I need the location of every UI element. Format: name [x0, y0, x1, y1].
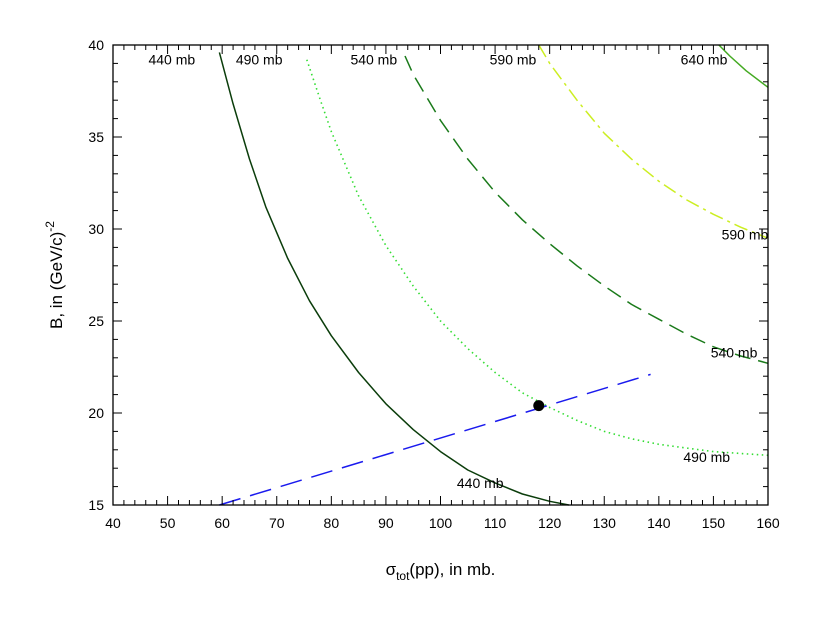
- x-axis-symbol: σ: [386, 560, 397, 579]
- series-line-640-mb: [718, 44, 769, 88]
- x-tick-label: 60: [214, 515, 230, 531]
- x-axis-rest: (pp), in mb.: [409, 560, 495, 579]
- curve-label: 490 mb: [683, 449, 730, 465]
- y-axis-superscript: -2: [43, 221, 57, 232]
- x-tick-label: 90: [378, 515, 394, 531]
- y-tick-label: 20: [88, 405, 104, 421]
- x-tick-label: 80: [324, 515, 340, 531]
- series-line-440-mb: [218, 52, 569, 506]
- curve-label: 590 mb: [722, 227, 769, 243]
- curve-label: 640 mb: [681, 52, 728, 68]
- plot-frame: [112, 44, 769, 506]
- curve-label: 540 mb: [711, 344, 758, 360]
- y-tick-label: 15: [88, 497, 104, 513]
- series-line-540-mb: [404, 55, 769, 365]
- series-line-490-mb: [306, 59, 769, 457]
- y-tick-label: 25: [88, 313, 104, 329]
- y-tick-label: 35: [88, 129, 104, 145]
- labels-group: 40 50 60 70 80 90 100 110 120 130 140 150 160 15 20 25 3…: [43, 37, 780, 583]
- series-line-fit: [219, 373, 651, 506]
- curve-label: 590 mb: [490, 52, 537, 68]
- x-tick-label: 130: [593, 515, 617, 531]
- x-axis-subscript: tot: [396, 569, 410, 583]
- series-line-590-mb: [538, 44, 769, 239]
- x-tick-label: 160: [756, 515, 780, 531]
- x-tick-label: 120: [538, 515, 562, 531]
- x-tick-label: 150: [702, 515, 726, 531]
- curve-label: 440 mb: [457, 475, 504, 491]
- y-tick-label: 40: [88, 37, 104, 53]
- x-tick-label: 70: [269, 515, 285, 531]
- data-point-marker: [533, 400, 545, 412]
- curve-label: 540 mb: [350, 52, 397, 68]
- curves-group: [218, 44, 769, 506]
- x-tick-label: 50: [160, 515, 176, 531]
- y-tick-label: 30: [88, 221, 104, 237]
- x-tick-label: 100: [429, 515, 453, 531]
- y-axis-title: B, in (GeV/c)-2: [43, 221, 66, 329]
- y-axis-main: B, in (GeV/c): [47, 232, 66, 329]
- x-tick-label: 110: [484, 515, 507, 531]
- x-tick-label: 140: [647, 515, 671, 531]
- ticks-group: [112, 44, 769, 506]
- curve-label: 440 mb: [148, 52, 195, 68]
- x-tick-label: 40: [105, 515, 121, 531]
- x-axis-title: σtot(pp), in mb.: [386, 560, 496, 583]
- curve-label: 490 mb: [236, 52, 283, 68]
